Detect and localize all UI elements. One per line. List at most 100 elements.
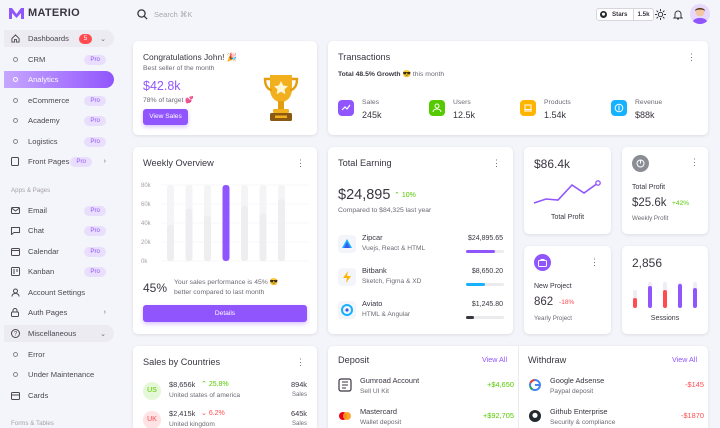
- sidebar-item-logistics[interactable]: Logistics Pro: [4, 133, 114, 150]
- congrats-target: 78% of target 💕: [143, 97, 194, 104]
- bullet-icon: [13, 372, 18, 377]
- pro-badge: Pro: [84, 266, 106, 277]
- more-vertical-icon[interactable]: ⋮: [296, 158, 305, 168]
- pie-chart-icon: [632, 155, 649, 172]
- sidebar-item-chat[interactable]: Chat Pro: [4, 222, 114, 239]
- kanban-icon: [8, 267, 22, 276]
- stat-label: Products: [544, 99, 571, 106]
- sessions-card: 2,856 Sessions: [622, 246, 708, 334]
- transactions-card: Transactions ⋮ Total 48.5% Growth 😎 this…: [328, 41, 708, 135]
- new-project-title: New Project: [534, 283, 572, 290]
- sidebar-item-label: Chat: [28, 226, 45, 235]
- sidebar-item-auth-pages[interactable]: Auth Pages ›: [4, 304, 114, 321]
- sidebar-item-ecommerce[interactable]: eCommerce Pro: [4, 92, 114, 109]
- sidebar-item-label: Dashboards: [28, 34, 69, 43]
- github-stars-button[interactable]: Stars 1.5k: [596, 8, 654, 21]
- sidebar-item-email[interactable]: Email Pro: [4, 202, 114, 219]
- more-vertical-icon[interactable]: ⋮: [590, 257, 599, 267]
- sidebar-item-account-settings[interactable]: Account Settings: [4, 284, 114, 301]
- profit-line-chart: [533, 180, 601, 204]
- sessions-value: 2,856: [632, 256, 663, 270]
- pro-badge: Pro: [70, 156, 92, 167]
- search-bar[interactable]: Search ⌘K: [137, 9, 192, 20]
- search-placeholder: Search ⌘K: [154, 10, 193, 19]
- sidebar-item-cards[interactable]: Cards: [4, 387, 114, 404]
- stat-value: 245k: [362, 110, 382, 120]
- earning-change: ⌃ 10%: [394, 191, 416, 199]
- chevron-down-icon: ⌄: [100, 330, 106, 338]
- theme-toggle-sun-icon[interactable]: [655, 9, 666, 22]
- brand[interactable]: MATERIO: [9, 7, 80, 19]
- sidebar-item-label: Academy: [28, 116, 60, 125]
- pro-badge: Pro: [84, 205, 106, 216]
- y-tick-label: 60k: [141, 202, 152, 208]
- transactions-title: Transactions: [338, 52, 391, 62]
- briefcase-icon: [534, 254, 551, 271]
- sidebar-item-calendar[interactable]: Calendar Pro: [4, 243, 114, 260]
- sidebar-item-under-maintenance[interactable]: Under Maintenance: [4, 366, 114, 383]
- more-vertical-icon[interactable]: ⋮: [687, 52, 696, 62]
- y-tick-label: 0k: [141, 259, 148, 265]
- deposit-view-all-link[interactable]: View All: [482, 355, 508, 364]
- sidebar-item-dashboards[interactable]: Dashboards 5 ⌄: [4, 30, 114, 47]
- card-icon: [8, 391, 22, 400]
- bullet-icon: [13, 118, 18, 123]
- sidebar-item-label: CRM: [28, 55, 46, 64]
- country-sales-label: Sales: [291, 421, 307, 427]
- chart-bar: [204, 215, 211, 261]
- new-project-value: 862: [534, 296, 554, 308]
- more-vertical-icon[interactable]: ⋮: [690, 157, 699, 167]
- sidebar-item-front-pages[interactable]: Front Pages Pro ›: [4, 153, 114, 170]
- bell-icon[interactable]: [672, 9, 684, 22]
- trophy-icon: [263, 73, 299, 129]
- country-name: United states of america: [169, 392, 241, 399]
- deposit-row-name: Mastercard: [360, 407, 397, 416]
- withdraw-row-desc: Paypal deposit: [550, 388, 594, 395]
- sidebar-item-kanban[interactable]: Kanban Pro: [4, 263, 114, 280]
- weekly-overview-title: Weekly Overview: [143, 158, 214, 168]
- chart-bar: [259, 213, 267, 261]
- new-project-change: -18%: [559, 299, 575, 306]
- sidebar-item-label: Front Pages: [28, 157, 70, 166]
- zipcar-logo-icon: [338, 235, 356, 253]
- gumroad-logo-icon: [338, 378, 352, 392]
- calendar-icon: [8, 247, 22, 256]
- withdraw-row-name: Google Adsense: [550, 376, 605, 385]
- profit-chart-card: $86.4k Total Profit: [524, 147, 611, 234]
- transactions-growth: Total 48.5% Growth 😎 this month: [338, 70, 444, 78]
- weekly-overview-card: Weekly Overview ⋮ 80k 60k 40k 20k 0k 45% You…: [133, 147, 317, 334]
- country-avatar: US: [143, 382, 161, 400]
- sidebar-item-crm[interactable]: CRM Pro: [4, 51, 114, 68]
- github-icon: [600, 11, 607, 18]
- section-header-forms: Forms & Tables: [11, 420, 54, 427]
- avatar[interactable]: [690, 4, 710, 24]
- deposit-row-desc: Wallet deposit: [360, 419, 402, 426]
- chart-bar: [278, 199, 285, 261]
- sidebar-item-analytics[interactable]: Analytics: [4, 71, 114, 88]
- search-icon: [137, 9, 148, 20]
- sales-by-countries-title: Sales by Countries: [143, 357, 221, 367]
- laptop-icon: [520, 100, 536, 116]
- sidebar-item-miscellaneous[interactable]: ? Miscellaneous ⌄: [4, 325, 114, 342]
- sidebar-item-academy[interactable]: Academy Pro: [4, 112, 114, 129]
- sidebar-item-label: Account Settings: [28, 288, 85, 297]
- dollar-icon: [611, 100, 627, 116]
- sidebar-item-error[interactable]: Error: [4, 346, 114, 363]
- withdraw-view-all-link[interactable]: View All: [672, 355, 698, 364]
- details-button[interactable]: Details: [143, 305, 307, 322]
- weekly-percent: 45%: [143, 281, 168, 295]
- earning-progress-fill: [466, 250, 495, 253]
- y-tick-label: 40k: [141, 221, 152, 227]
- notification-badge: 5: [79, 33, 92, 44]
- view-sales-button[interactable]: View Sales: [143, 109, 188, 125]
- total-profit-title: Total Profit: [632, 184, 666, 191]
- country-change: ⌄ 6.2%: [201, 409, 225, 417]
- earning-row-desc: Sketch, Figma & XD: [362, 278, 422, 285]
- sessions-label: Sessions: [650, 315, 680, 322]
- more-vertical-icon[interactable]: ⋮: [492, 158, 501, 168]
- more-vertical-icon[interactable]: ⋮: [296, 357, 305, 367]
- weekly-text-line2: better compared to last month: [174, 289, 265, 296]
- stat-value: 1.54k: [544, 110, 567, 120]
- sessions-bar-chart: [633, 282, 697, 308]
- chart-bar: [185, 208, 193, 261]
